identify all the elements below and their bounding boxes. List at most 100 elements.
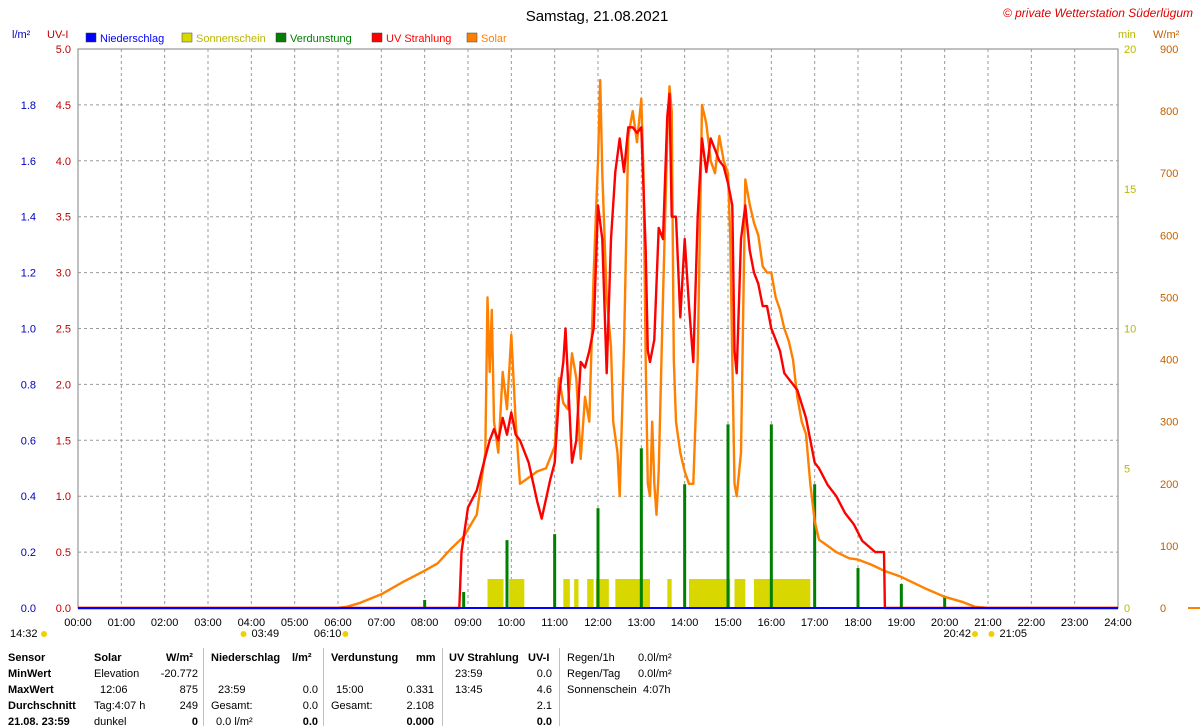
stats-solar-value: 875	[179, 684, 198, 696]
stats-sensor-title: Sensor	[8, 652, 46, 664]
y-right-min-tick: 5	[1124, 463, 1130, 475]
y-left-precip-tick: 0.6	[21, 435, 36, 447]
stats-uv-value: 2.1	[536, 700, 552, 712]
x-tick-label: 05:00	[281, 617, 309, 629]
stats-separator	[559, 648, 560, 726]
x-tick-label: 08:00	[411, 617, 439, 629]
series-line-solar	[78, 78, 1118, 610]
stats-extra-label: Sonnenschein	[567, 684, 637, 696]
series-lines	[78, 78, 1118, 610]
sun-marker-icon	[240, 631, 247, 637]
unit-left-uv: UV-I	[47, 29, 68, 41]
sun-marker-icon	[41, 631, 47, 637]
stats-extra-label: Regen/Tag	[567, 668, 621, 680]
x-tick-label: 00:00	[64, 617, 92, 629]
x-tick-label: 19:00	[888, 617, 916, 629]
evaporation-bar	[505, 540, 509, 608]
stats-solar-label: dunkel	[94, 716, 127, 728]
unit-right-solar: W/m²	[1153, 29, 1180, 41]
evaporation-bars	[423, 424, 947, 608]
stats-extra-value: 4:07h	[643, 684, 671, 696]
y-right-min-tick: 20	[1124, 44, 1136, 56]
evaporation-bar	[856, 568, 860, 608]
stats-precip-label: Gesamt:	[211, 700, 253, 712]
y-left-uv-tick: 3.5	[56, 212, 71, 224]
stats-precip-value: 0.0	[302, 684, 318, 696]
stats-solar-title: Solar	[94, 652, 122, 664]
evaporation-bar	[462, 592, 466, 608]
stats-separator	[323, 648, 324, 726]
stats-precip-label: 0.0 l/m²	[216, 716, 253, 728]
stats-separator	[442, 648, 443, 726]
y-right-solar-tick: 0	[1160, 603, 1166, 615]
y-left-uv-tick: 5.0	[56, 44, 71, 56]
stats-solar-label: Tag:4:07 h	[94, 700, 146, 712]
stats-uv-value: 0.0	[536, 716, 552, 728]
stats-solar-value: -20.772	[160, 668, 198, 680]
x-tick-label: 13:00	[628, 617, 656, 629]
x-tick-label: 22:00	[1018, 617, 1046, 629]
stats-precip-value: 0.0	[302, 716, 318, 728]
stats-solar-value: 249	[179, 700, 198, 712]
y-right-min-tick: 10	[1124, 324, 1136, 336]
stats-separator	[203, 648, 204, 726]
evaporation-bar	[769, 424, 773, 608]
x-tick-label: 16:00	[758, 617, 786, 629]
y-right-solar-tick: 800	[1160, 106, 1178, 118]
x-tick-label: 07:00	[368, 617, 396, 629]
legend-swatch	[85, 32, 97, 43]
stats-evap-title: Verdunstung	[331, 652, 399, 664]
stats-precip-value: 0.0	[302, 700, 318, 712]
sunshine-bar	[734, 579, 746, 608]
legend-swatch	[181, 32, 193, 43]
y-left-precip-tick: 0.2	[21, 547, 36, 559]
y-left-precip-tick: 0.4	[21, 491, 36, 503]
chart-axes: 0.0 0.5 1.0 1.5 2.0 2.5 3.0 3.5 4.0 4.5 5.0 0.0 0.2 0…	[21, 44, 1200, 615]
x-tick-label: 11:00	[541, 617, 568, 629]
x-tick-label: 21:00	[974, 617, 1002, 629]
legend-swatch	[275, 32, 287, 43]
y-left-uv-tick: 0.5	[56, 547, 71, 559]
stats-evap-value: 2.108	[406, 700, 434, 712]
sunshine-bars	[487, 579, 811, 608]
x-tick-label: 10:00	[498, 617, 526, 629]
sunshine-bar	[667, 579, 672, 608]
stats-uv-value: 0.0	[536, 668, 552, 680]
y-left-uv-tick: 0.0	[56, 603, 71, 615]
stats-extra-value: 0.0l/m²	[638, 668, 672, 680]
stats-uv-label: 13:45	[455, 684, 483, 696]
sunshine-bar	[689, 579, 731, 608]
sunshine-bar	[487, 579, 504, 608]
y-left-uv-tick: 3.0	[56, 268, 71, 280]
y-right-solar-tick: 400	[1160, 355, 1178, 367]
legend-swatch	[371, 32, 383, 43]
x-axis-ticks: 00:00 01:00 02:00 03:00 04:00 05:00 06:00 07:00…	[64, 617, 1132, 629]
y-left-precip-tick: 1.4	[21, 212, 36, 224]
stats-precip-label: 23:59	[218, 684, 246, 696]
stats-panel: Sensor MinWert MaxWert Durchschnitt 21.0…	[0, 648, 1200, 728]
stats-evap-unit: mm	[416, 652, 436, 664]
y-right-solar-tick: 700	[1160, 168, 1178, 180]
x-tick-label: 17:00	[801, 617, 829, 629]
sunshine-bar	[587, 579, 594, 608]
sunshine-bar	[563, 579, 570, 608]
stats-solar-label: Elevation	[94, 668, 140, 680]
legend-label: UV Strahlung	[386, 33, 451, 45]
x-tick-label: 24:00	[1104, 617, 1132, 629]
legend-swatch	[466, 32, 478, 43]
evaporation-bar	[423, 600, 427, 608]
stats-uv-unit: UV-I	[528, 652, 550, 664]
sunshine-bar	[574, 579, 579, 608]
y-right-solar-tick: 300	[1160, 417, 1178, 429]
y-left-uv-tick: 2.0	[56, 379, 71, 391]
time-marker-label: 14:32	[10, 628, 38, 640]
stats-evap-label: 15:00	[336, 684, 364, 696]
evaporation-bar	[683, 484, 687, 608]
stats-extra-label: Regen/1h	[567, 652, 615, 664]
stats-precip-title: Niederschlag	[211, 652, 281, 664]
stats-row-label: MaxWert	[8, 684, 54, 696]
evaporation-bar	[943, 596, 947, 608]
x-tick-label: 18:00	[844, 617, 872, 629]
y-left-precip-tick: 1.2	[21, 268, 36, 280]
x-tick-label: 12:00	[584, 617, 612, 629]
